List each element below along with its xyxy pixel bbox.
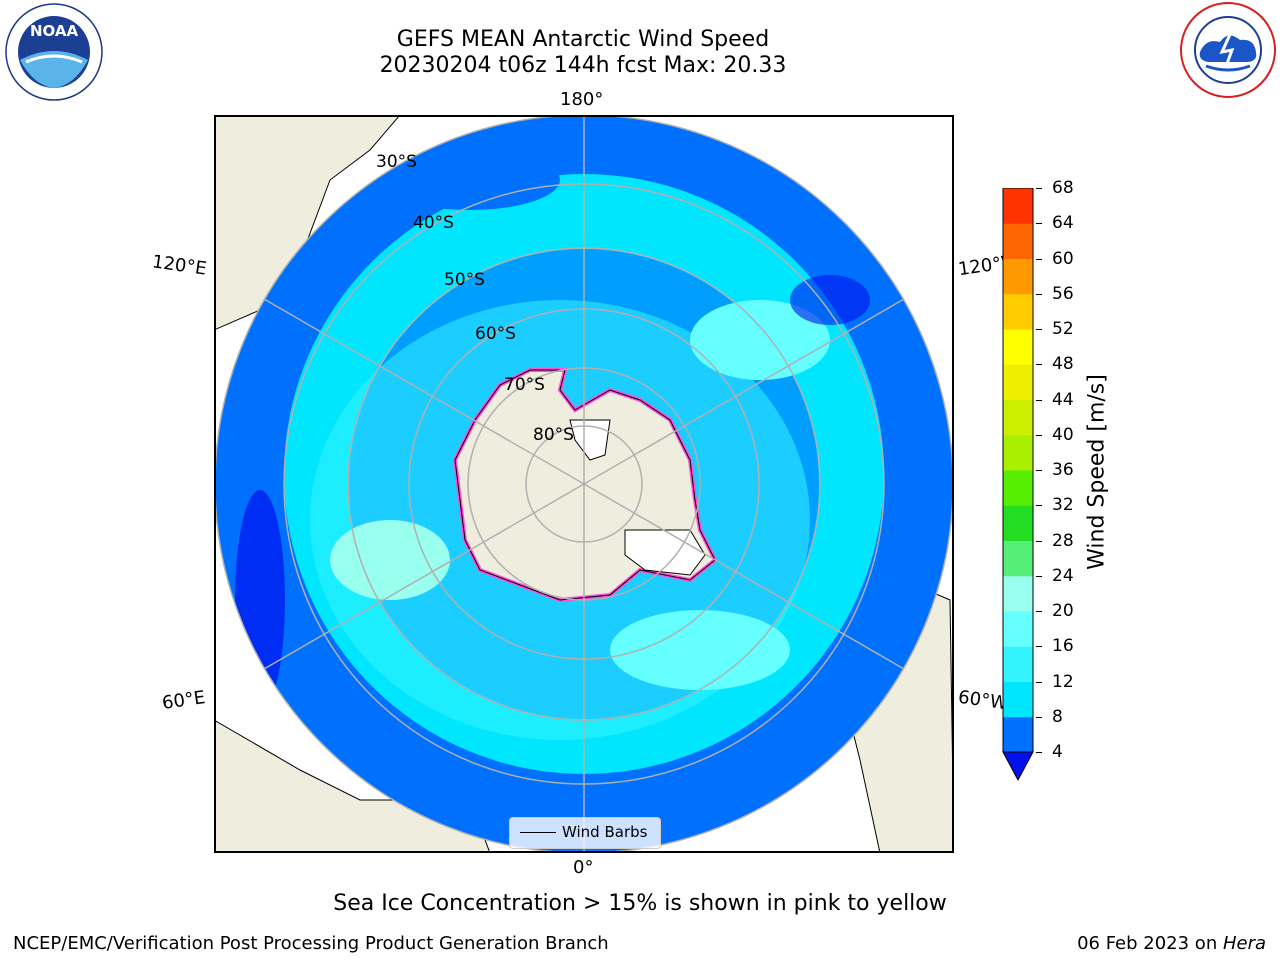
legend-line-icon (520, 832, 556, 833)
ice-shelf-ross (569, 419, 611, 461)
colorbar-segment (1003, 188, 1033, 224)
colorbar-tick-label: 52 (1052, 319, 1074, 339)
colorbar-tickmark (1036, 293, 1042, 295)
colorbar-tick-label: 56 (1052, 283, 1074, 304)
lat-label-40s: 40°S (413, 213, 454, 233)
colorbar-segment (1003, 258, 1033, 295)
colorbar-segment (1003, 540, 1033, 577)
lon-label-0: 0° (573, 857, 594, 878)
colorbar-tick-label: 8 (1052, 706, 1063, 727)
lat-label-70s: 70°S (504, 375, 545, 395)
colorbar-tickmark (1036, 258, 1042, 260)
colorbar-tick-label: 48 (1052, 354, 1074, 375)
wind-barbs-legend: Wind Barbs (509, 817, 661, 849)
lat-label-30s: 30°S (376, 152, 417, 172)
colorbar-tick-label: 20 (1052, 601, 1074, 621)
colorbar-tick-label: 32 (1052, 495, 1074, 516)
colorbar (1002, 188, 1034, 782)
colorbar-label: Wind Speed [m/s] (1084, 374, 1110, 570)
colorbar-tickmark (1036, 540, 1042, 542)
colorbar-tickmark (1036, 399, 1042, 401)
date-text: 06 Feb 2023 on Hera (1077, 933, 1266, 954)
colorbar-tickmark (1036, 188, 1042, 189)
colorbar-segment (1003, 505, 1033, 541)
graticule (216, 117, 952, 851)
chart-title: GEFS MEAN Antarctic Wind Speed (396, 27, 770, 52)
map-canvas (216, 117, 952, 851)
colorbar-segment (1003, 716, 1033, 753)
colorbar-tickmark (1036, 223, 1042, 225)
legend-label: Wind Barbs (562, 823, 648, 841)
colorbar-tickmark (1036, 364, 1042, 366)
colorbar-tick-label: 40 (1052, 424, 1074, 445)
credit-text: NCEP/EMC/Verification Post Processing Pr… (13, 933, 609, 954)
colorbar-tickmark (1036, 716, 1042, 718)
colorbar-segment (1003, 293, 1033, 330)
colorbar-tickmark (1036, 646, 1042, 648)
colorbar-tickmark (1036, 470, 1042, 471)
colorbar-tick-label: 44 (1052, 389, 1074, 410)
noaa-logo-text: NOAA (30, 22, 79, 40)
colorbar-segment (1003, 611, 1033, 647)
colorbar-segment (1003, 329, 1033, 365)
colorbar-tickmark (1036, 575, 1042, 577)
colorbar-tickmark (1036, 681, 1042, 683)
colorbar-tick-label: 68 (1052, 178, 1074, 198)
colorbar-segment (1003, 434, 1033, 471)
date-prefix: 06 Feb 2023 on (1077, 933, 1223, 954)
colorbar-segment (1003, 681, 1033, 718)
colorbar-tick-label: 12 (1052, 671, 1074, 692)
colorbar-tickmark (1036, 752, 1042, 753)
lat-label-80s: 80°S (533, 425, 574, 445)
nws-logo (1180, 2, 1276, 98)
colorbar-tick-label: 16 (1052, 636, 1074, 657)
colorbar-segment (1003, 364, 1033, 400)
colorbar-segment (1003, 223, 1033, 259)
colorbar-outline (1002, 188, 1034, 753)
lat-label-50s: 50°S (444, 270, 485, 290)
map-panel (214, 115, 954, 853)
colorbar-tick-label: 60 (1052, 248, 1074, 269)
lon-label-180: 180° (560, 89, 604, 110)
noaa-logo: NOAA (5, 3, 103, 101)
colorbar-tick-label: 24 (1052, 565, 1074, 586)
wind-speed-field (216, 117, 952, 851)
colorbar-tickmark (1036, 611, 1042, 612)
sea-ice-note: Sea Ice Concentration > 15% is shown in … (333, 891, 947, 916)
colorbar-segment (1003, 646, 1033, 682)
land-australia (216, 117, 399, 330)
colorbar-tick-label: 4 (1052, 742, 1063, 762)
colorbar-segment (1003, 470, 1033, 506)
lon-label-120e: 120°E (150, 251, 208, 280)
colorbar-extend-min (1002, 751, 1034, 782)
lat-label-60s: 60°S (475, 324, 516, 344)
colorbar-tick-label: 36 (1052, 460, 1074, 480)
colorbar-tick-label: 28 (1052, 530, 1074, 551)
colorbar-segment (1003, 399, 1033, 436)
colorbar-segment (1003, 575, 1033, 612)
colorbar-tickmark (1036, 329, 1042, 330)
chart-subtitle: 20230204 t06z 144h fcst Max: 20.33 (379, 53, 787, 78)
lon-label-60e: 60°E (160, 687, 207, 714)
colorbar-tickmark (1036, 434, 1042, 436)
date-machine: Hera (1222, 933, 1266, 954)
colorbar-tick-label: 64 (1052, 213, 1074, 234)
colorbar-tickmark (1036, 505, 1042, 507)
